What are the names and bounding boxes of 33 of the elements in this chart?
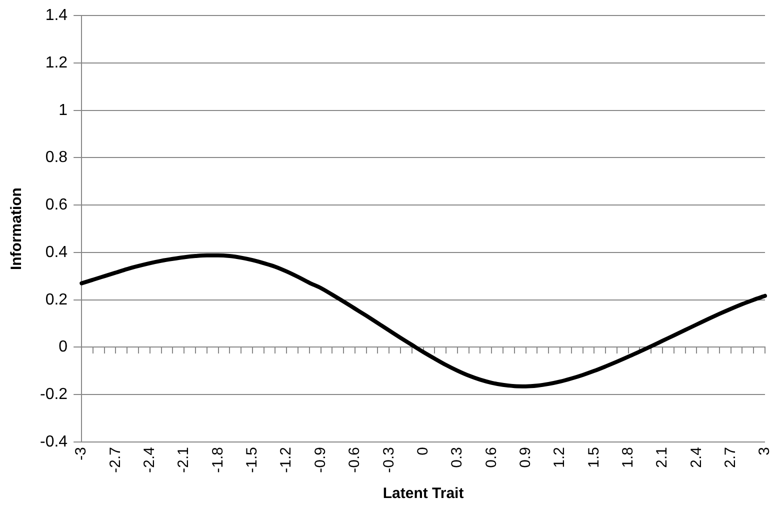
x-tick-label: 1.5 xyxy=(585,447,602,468)
x-tick-label: 3 xyxy=(756,447,771,456)
x-tick-label: -0.9 xyxy=(312,447,329,473)
x-tick-label: 0.3 xyxy=(448,447,466,468)
x-tick-label: -1.8 xyxy=(209,447,226,473)
x-tick-label: -0.3 xyxy=(380,447,398,473)
y-tick-label: 1.2 xyxy=(45,54,68,72)
x-tick-label: 0 xyxy=(414,447,432,456)
y-tick-label: 1 xyxy=(58,102,68,119)
x-tick-label: 1.2 xyxy=(551,447,568,468)
x-tick-label: -0.6 xyxy=(346,447,364,473)
x-tick-label: -1.5 xyxy=(244,447,261,473)
x-tick-label: -1.2 xyxy=(278,447,295,473)
x-tick-label: -3 xyxy=(72,447,90,460)
y-tick-label: 0.4 xyxy=(45,244,68,261)
x-tick-label: -2.4 xyxy=(141,447,158,473)
x-tick-label: 0.6 xyxy=(482,447,500,468)
y-axis-title: Information xyxy=(8,188,26,270)
x-tick-label: 0.9 xyxy=(516,447,534,468)
x-tick-label: 2.7 xyxy=(722,447,739,468)
y-tick-label: -0.4 xyxy=(40,433,68,450)
x-tick-label: 2.4 xyxy=(688,447,705,468)
x-tick-label: -2.7 xyxy=(106,447,124,473)
y-tick-label: 1.4 xyxy=(45,7,68,24)
y-tick-label: 0 xyxy=(58,338,68,356)
x-tick-label: 1.8 xyxy=(619,447,636,468)
x-tick-label: 2.1 xyxy=(654,447,671,468)
y-tick-label: 0.8 xyxy=(45,149,68,166)
x-axis-title: Latent Trait xyxy=(382,485,464,502)
y-tick-label: 0.6 xyxy=(45,196,68,214)
x-tick-label: -2.1 xyxy=(175,447,192,473)
y-tick-label: -0.2 xyxy=(40,386,68,404)
y-tick-label: 0.2 xyxy=(45,291,68,308)
